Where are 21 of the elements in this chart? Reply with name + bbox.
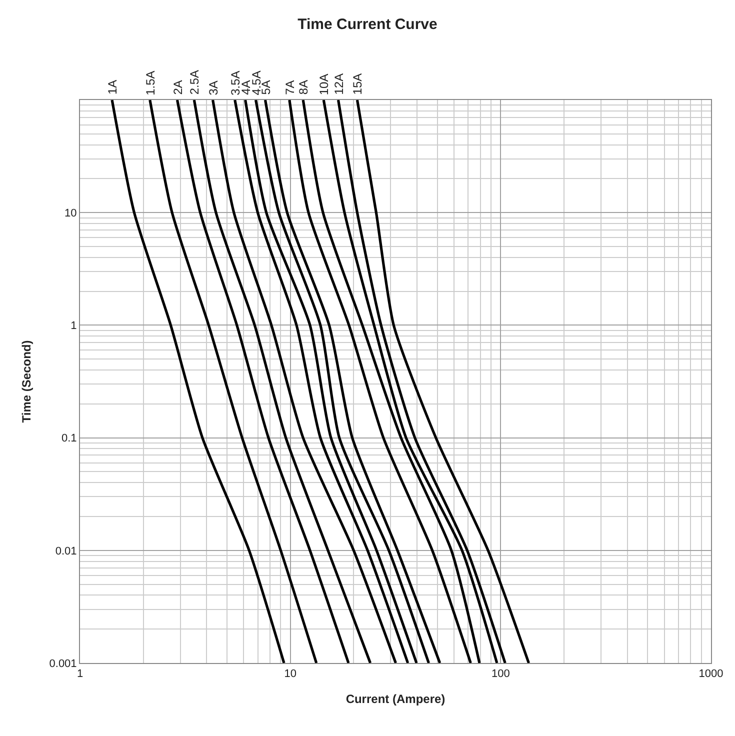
y-tick-label: 10: [64, 207, 77, 220]
y-tick-label: 0.01: [55, 545, 77, 558]
x-tick-label: 100: [491, 668, 510, 680]
text: 3A: [206, 80, 220, 96]
x-tick-label: 10: [284, 668, 296, 680]
x-tick-label: 1000: [698, 668, 724, 680]
text: 1.5A: [143, 70, 158, 96]
text: 15A: [350, 73, 365, 95]
y-tick-label: 1: [70, 320, 77, 332]
text: 2A: [170, 80, 185, 95]
text: 2.5A: [188, 70, 202, 95]
y-tick-label: 0.001: [49, 658, 77, 670]
x-axis-title: Current (Ampere): [346, 692, 446, 706]
text: 1A: [106, 80, 120, 95]
y-axis-title: Time (Second): [20, 340, 34, 423]
y-tick-label: 0.1: [62, 432, 77, 445]
chart-title: Time Current Curve: [298, 16, 438, 33]
text: 10A: [317, 74, 332, 96]
text: 8A: [296, 80, 311, 95]
text: 12A: [332, 73, 346, 95]
text: 7A: [282, 80, 297, 95]
